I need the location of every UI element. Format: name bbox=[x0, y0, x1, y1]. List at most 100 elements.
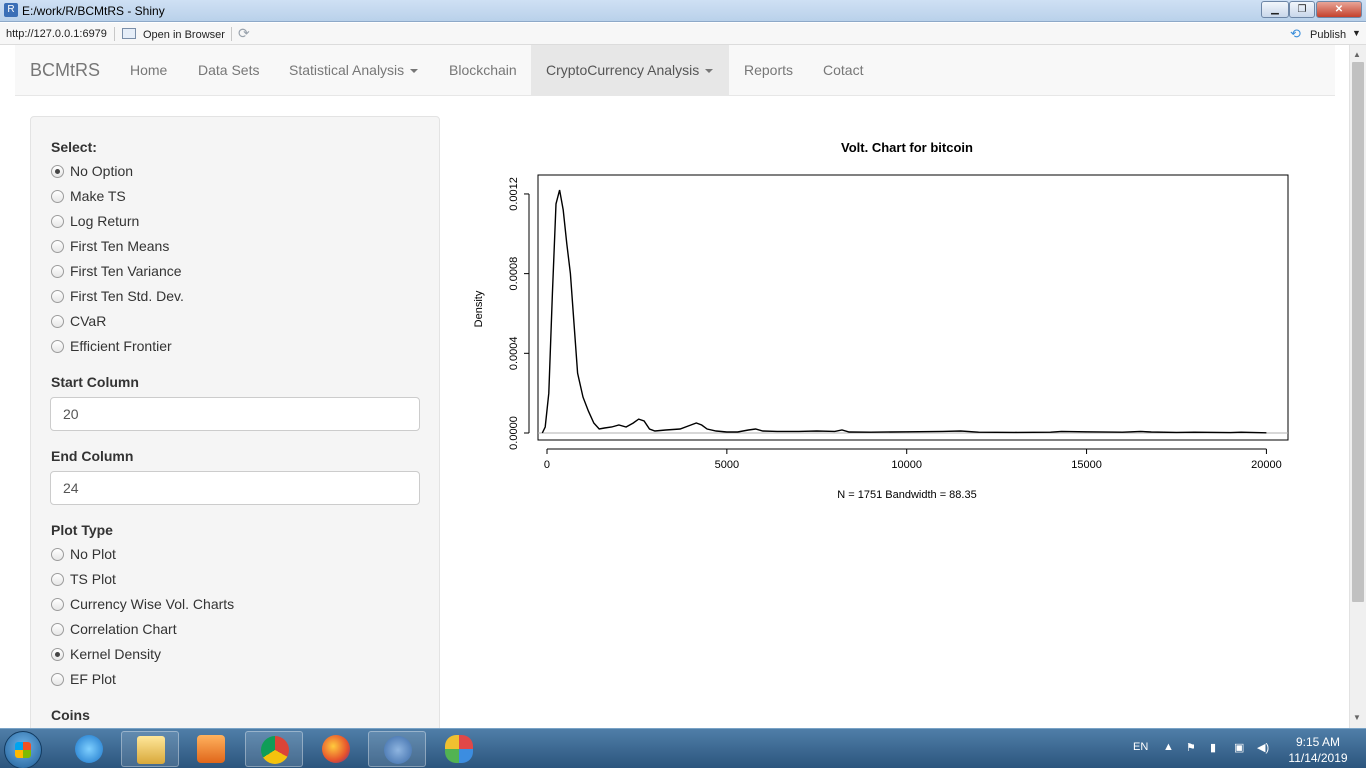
start-button[interactable] bbox=[4, 731, 42, 768]
radio-button-checked[interactable] bbox=[51, 648, 64, 661]
radio-button[interactable] bbox=[51, 240, 64, 253]
firefox-icon bbox=[322, 735, 350, 763]
radio-label: EF Plot bbox=[70, 671, 116, 687]
start-column-label: Start Column bbox=[51, 374, 139, 390]
select-label: Select: bbox=[51, 139, 97, 155]
system-clock[interactable]: 9:15 AM 11/14/2019 bbox=[1283, 734, 1353, 766]
y-axis-label: Density bbox=[473, 290, 485, 327]
publish-icon[interactable]: ⟲ bbox=[1290, 26, 1301, 41]
radio-label: Correlation Chart bbox=[70, 621, 177, 637]
scroll-down-icon[interactable]: ▼ bbox=[1353, 713, 1361, 722]
open-in-browser-button[interactable]: Open in Browser bbox=[143, 29, 225, 41]
rstudio-app-icon: R bbox=[4, 3, 18, 17]
internet-explorer-icon bbox=[75, 735, 103, 763]
radio-button[interactable] bbox=[51, 215, 64, 228]
taskbar-firefox[interactable] bbox=[307, 731, 365, 767]
nav-contact[interactable]: Cotact bbox=[808, 45, 878, 95]
open-in-browser-icon[interactable] bbox=[122, 28, 136, 39]
coins-label: Coins bbox=[51, 707, 90, 723]
nav-reports[interactable]: Reports bbox=[729, 45, 808, 95]
nav-cryptocurrency-analysis-label: CryptoCurrency Analysis bbox=[546, 62, 700, 78]
taskbar-internet-explorer[interactable] bbox=[60, 731, 118, 767]
language-indicator[interactable]: EN bbox=[1133, 741, 1149, 753]
r-icon bbox=[384, 736, 412, 764]
taskbar-chrome[interactable] bbox=[245, 731, 303, 767]
y-tick-label: 0.0008 bbox=[508, 257, 520, 291]
media-player-icon bbox=[197, 735, 225, 763]
radio-button[interactable] bbox=[51, 673, 64, 686]
y-axis: 0.0000 0.0004 0.0008 0.0012 bbox=[508, 177, 530, 450]
radio-button[interactable] bbox=[51, 265, 64, 278]
nav-statistical-analysis[interactable]: Statistical Analysis bbox=[274, 45, 433, 95]
navbar-brand[interactable]: BCMtRS bbox=[30, 60, 101, 80]
taskbar-paint[interactable] bbox=[430, 731, 488, 767]
show-hidden-icons-icon[interactable]: ▲ bbox=[1163, 741, 1174, 753]
taskbar-media-player[interactable] bbox=[182, 731, 240, 767]
radio-label: No Plot bbox=[70, 546, 116, 562]
x-tick-label: 0 bbox=[544, 459, 550, 471]
nav-home[interactable]: Home bbox=[115, 45, 182, 95]
taskbar-rstudio[interactable] bbox=[368, 731, 426, 767]
radio-label: Currency Wise Vol. Charts bbox=[70, 596, 235, 612]
start-column-input[interactable] bbox=[50, 397, 420, 431]
nav-blockchain-label: Blockchain bbox=[449, 62, 517, 78]
clock-date: 11/14/2019 bbox=[1288, 751, 1348, 765]
nav-contact-label: Cotact bbox=[823, 62, 864, 78]
chevron-down-icon[interactable]: ▼ bbox=[1352, 28, 1361, 38]
radio-label: Log Return bbox=[70, 213, 140, 229]
file-explorer-icon bbox=[137, 736, 165, 764]
minimize-button[interactable]: ▁ bbox=[1261, 1, 1289, 18]
nav-blockchain[interactable]: Blockchain bbox=[434, 45, 532, 95]
taskbar-file-explorer[interactable] bbox=[121, 731, 179, 767]
radio-button[interactable] bbox=[51, 315, 64, 328]
radio-label: First Ten Variance bbox=[70, 263, 182, 279]
radio-button[interactable] bbox=[51, 340, 64, 353]
viewer-toolbar: http://127.0.0.1:6979 Open in Browser ⟳ … bbox=[0, 23, 1366, 45]
volume-icon[interactable]: ◀) bbox=[1257, 742, 1270, 754]
radio-button[interactable] bbox=[51, 548, 64, 561]
plot-output: Volt. Chart for bitcoin 0 5000 10000 15000 2… bbox=[470, 125, 1330, 510]
radio-label: No Option bbox=[70, 163, 134, 179]
caret-down-icon bbox=[410, 69, 419, 74]
radio-button[interactable] bbox=[51, 623, 64, 636]
clock-time: 9:15 AM bbox=[1295, 735, 1341, 749]
density-chart: Volt. Chart for bitcoin 0 5000 10000 15000 2… bbox=[473, 140, 1289, 501]
radio-button[interactable] bbox=[51, 573, 64, 586]
close-button[interactable]: ✕ bbox=[1316, 1, 1362, 18]
paint-icon bbox=[445, 735, 473, 763]
y-tick-label: 0.0000 bbox=[508, 416, 520, 450]
nav-data-sets-label: Data Sets bbox=[198, 62, 260, 78]
maximize-button[interactable]: ❐ bbox=[1289, 1, 1315, 18]
radio-button[interactable] bbox=[51, 290, 64, 303]
window-title: E:/work/R/BCMtRS - Shiny bbox=[22, 4, 165, 18]
publish-button[interactable]: Publish bbox=[1310, 29, 1347, 41]
sidebar-panel: Select: No Option Make TS Log Return Fir… bbox=[30, 116, 440, 756]
end-column-input[interactable] bbox=[50, 471, 420, 505]
y-tick-label: 0.0004 bbox=[508, 336, 520, 370]
radio-label: TS Plot bbox=[70, 571, 116, 587]
x-axis: 0 5000 10000 15000 20000 bbox=[544, 448, 1282, 471]
scrollbar-thumb[interactable] bbox=[1352, 62, 1364, 602]
battery-icon[interactable]: ▮ bbox=[1210, 742, 1217, 754]
action-center-flag-icon[interactable]: ⚑ bbox=[1186, 742, 1196, 754]
refresh-icon[interactable]: ⟳ bbox=[238, 25, 250, 41]
nav-data-sets[interactable]: Data Sets bbox=[183, 45, 274, 95]
window-title-bar: R E:/work/R/BCMtRS - Shiny ▁ ❐ ✕ bbox=[0, 0, 1366, 22]
x-tick-label: 5000 bbox=[715, 459, 739, 471]
app-navbar: BCMtRS Home Data Sets Statistical Analys… bbox=[15, 45, 1335, 96]
radio-label: Efficient Frontier bbox=[70, 338, 172, 354]
x-tick-label: 15000 bbox=[1071, 459, 1102, 471]
nav-statistical-analysis-label: Statistical Analysis bbox=[289, 62, 405, 78]
network-icon[interactable]: ▣ bbox=[1234, 742, 1245, 754]
density-series-line bbox=[541, 189, 1267, 434]
scroll-up-icon[interactable]: ▲ bbox=[1353, 50, 1361, 59]
radio-button[interactable] bbox=[51, 190, 64, 203]
end-column-label: End Column bbox=[51, 448, 134, 464]
caret-down-icon bbox=[705, 69, 714, 74]
nav-cryptocurrency-analysis[interactable]: CryptoCurrency Analysis bbox=[531, 45, 729, 95]
radio-button-checked[interactable] bbox=[51, 165, 64, 178]
radio-button[interactable] bbox=[51, 598, 64, 611]
radio-label: CVaR bbox=[70, 313, 107, 329]
chart-title: Volt. Chart for bitcoin bbox=[841, 140, 973, 155]
vertical-scrollbar[interactable]: ▲ ▼ bbox=[1349, 45, 1366, 728]
